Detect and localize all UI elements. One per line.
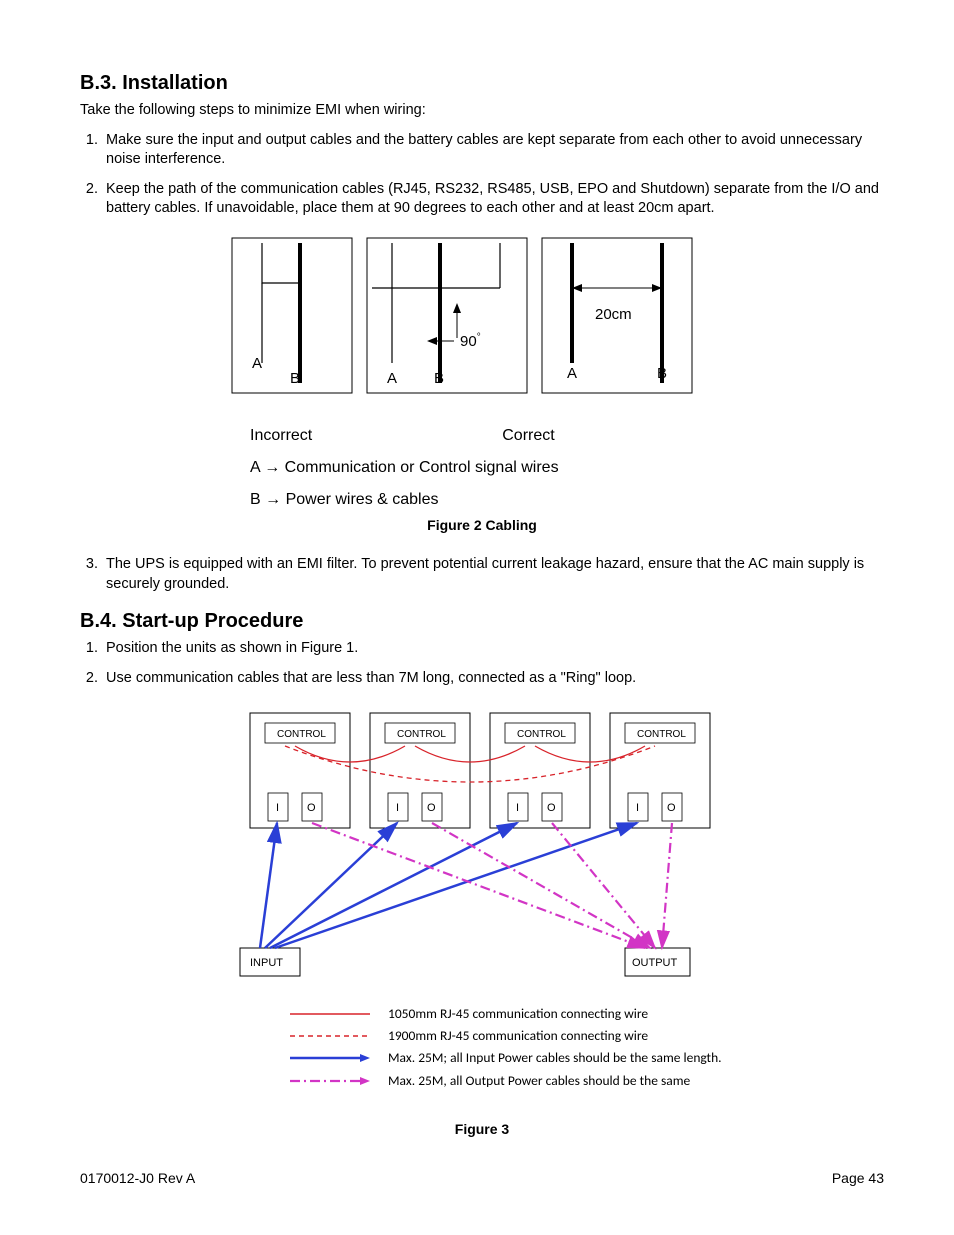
list-b3: Make sure the input and output cables an… <box>80 131 884 219</box>
label-b: B <box>434 370 444 387</box>
label-input: INPUT <box>250 957 283 969</box>
legend-text: 1050mm RJ-45 communication connecting wi… <box>388 1005 648 1023</box>
heading-b4: B.4. Start-up Procedure <box>80 608 884 635</box>
page-footer: 0170012-J0 Rev A Page 43 <box>80 1169 884 1188</box>
svg-text:I: I <box>516 802 519 814</box>
label-b: B <box>657 365 667 382</box>
label-output: OUTPUT <box>632 957 678 969</box>
label-incorrect: Incorrect <box>250 425 312 447</box>
list-item: Position the units as shown in Figure 1. <box>102 639 884 659</box>
figure-3-svg: CONTROL I O CONTROL I O CONTROL I O CONTROL I O INP… <box>230 708 880 998</box>
list-b4: Position the units as shown in Figure 1.… <box>80 639 884 688</box>
svg-text:O: O <box>547 802 556 814</box>
svg-text:O: O <box>307 802 316 814</box>
svg-text:CONTROL: CONTROL <box>637 729 686 740</box>
list-item: Use communication cables that are less t… <box>102 669 884 689</box>
figure-2-svg: A B 90° A B 20cm A B <box>222 233 722 413</box>
svg-text:I: I <box>396 802 399 814</box>
svg-text:I: I <box>636 802 639 814</box>
label-90: 90° <box>460 332 481 350</box>
legend-row: 1050mm RJ-45 communication connecting wi… <box>290 1005 884 1023</box>
label-b: B <box>290 370 300 387</box>
label-20cm: 20cm <box>595 306 632 323</box>
legend-a: A → Communication or Control signal wire… <box>250 457 742 479</box>
legend-row: 1900mm RJ-45 communication connecting wi… <box>290 1027 884 1045</box>
svg-text:CONTROL: CONTROL <box>277 729 326 740</box>
figure-3: CONTROL I O CONTROL I O CONTROL I O CONTROL I O INP… <box>230 708 884 1138</box>
footer-left: 0170012-J0 Rev A <box>80 1169 195 1188</box>
legend-row: Max. 25M, all Output Power cables should… <box>290 1072 884 1090</box>
legend-row: Max. 25M; all Input Power cables should … <box>290 1049 884 1067</box>
svg-text:CONTROL: CONTROL <box>517 729 566 740</box>
footer-right: Page 43 <box>832 1169 884 1188</box>
legend-text: Max. 25M; all Input Power cables should … <box>388 1049 722 1067</box>
label-a: A <box>567 365 577 382</box>
svg-text:CONTROL: CONTROL <box>397 729 446 740</box>
figure-3-caption: Figure 3 <box>80 1120 884 1139</box>
list-item: Make sure the input and output cables an… <box>102 131 884 170</box>
heading-b3: B.3. Installation <box>80 70 884 97</box>
svg-text:O: O <box>427 802 436 814</box>
label-correct: Correct <box>502 425 554 447</box>
legend-text: Max. 25M, all Output Power cables should… <box>388 1072 690 1090</box>
svg-text:O: O <box>667 802 676 814</box>
intro-b3: Take the following steps to minimize EMI… <box>80 101 884 121</box>
svg-text:I: I <box>276 802 279 814</box>
label-a: A <box>252 355 262 372</box>
figure-2-caption: Figure 2 Cabling <box>222 516 742 535</box>
list-b3-cont: The UPS is equipped with an EMI filter. … <box>80 555 884 594</box>
legend-text: 1900mm RJ-45 communication connecting wi… <box>388 1027 648 1045</box>
legend-b: B → Power wires & cables <box>250 489 742 511</box>
list-item: The UPS is equipped with an EMI filter. … <box>102 555 884 594</box>
label-a: A <box>387 370 397 387</box>
list-item: Keep the path of the communication cable… <box>102 180 884 219</box>
figure-2: A B 90° A B 20cm A B Incorrect Correct <box>222 233 742 535</box>
